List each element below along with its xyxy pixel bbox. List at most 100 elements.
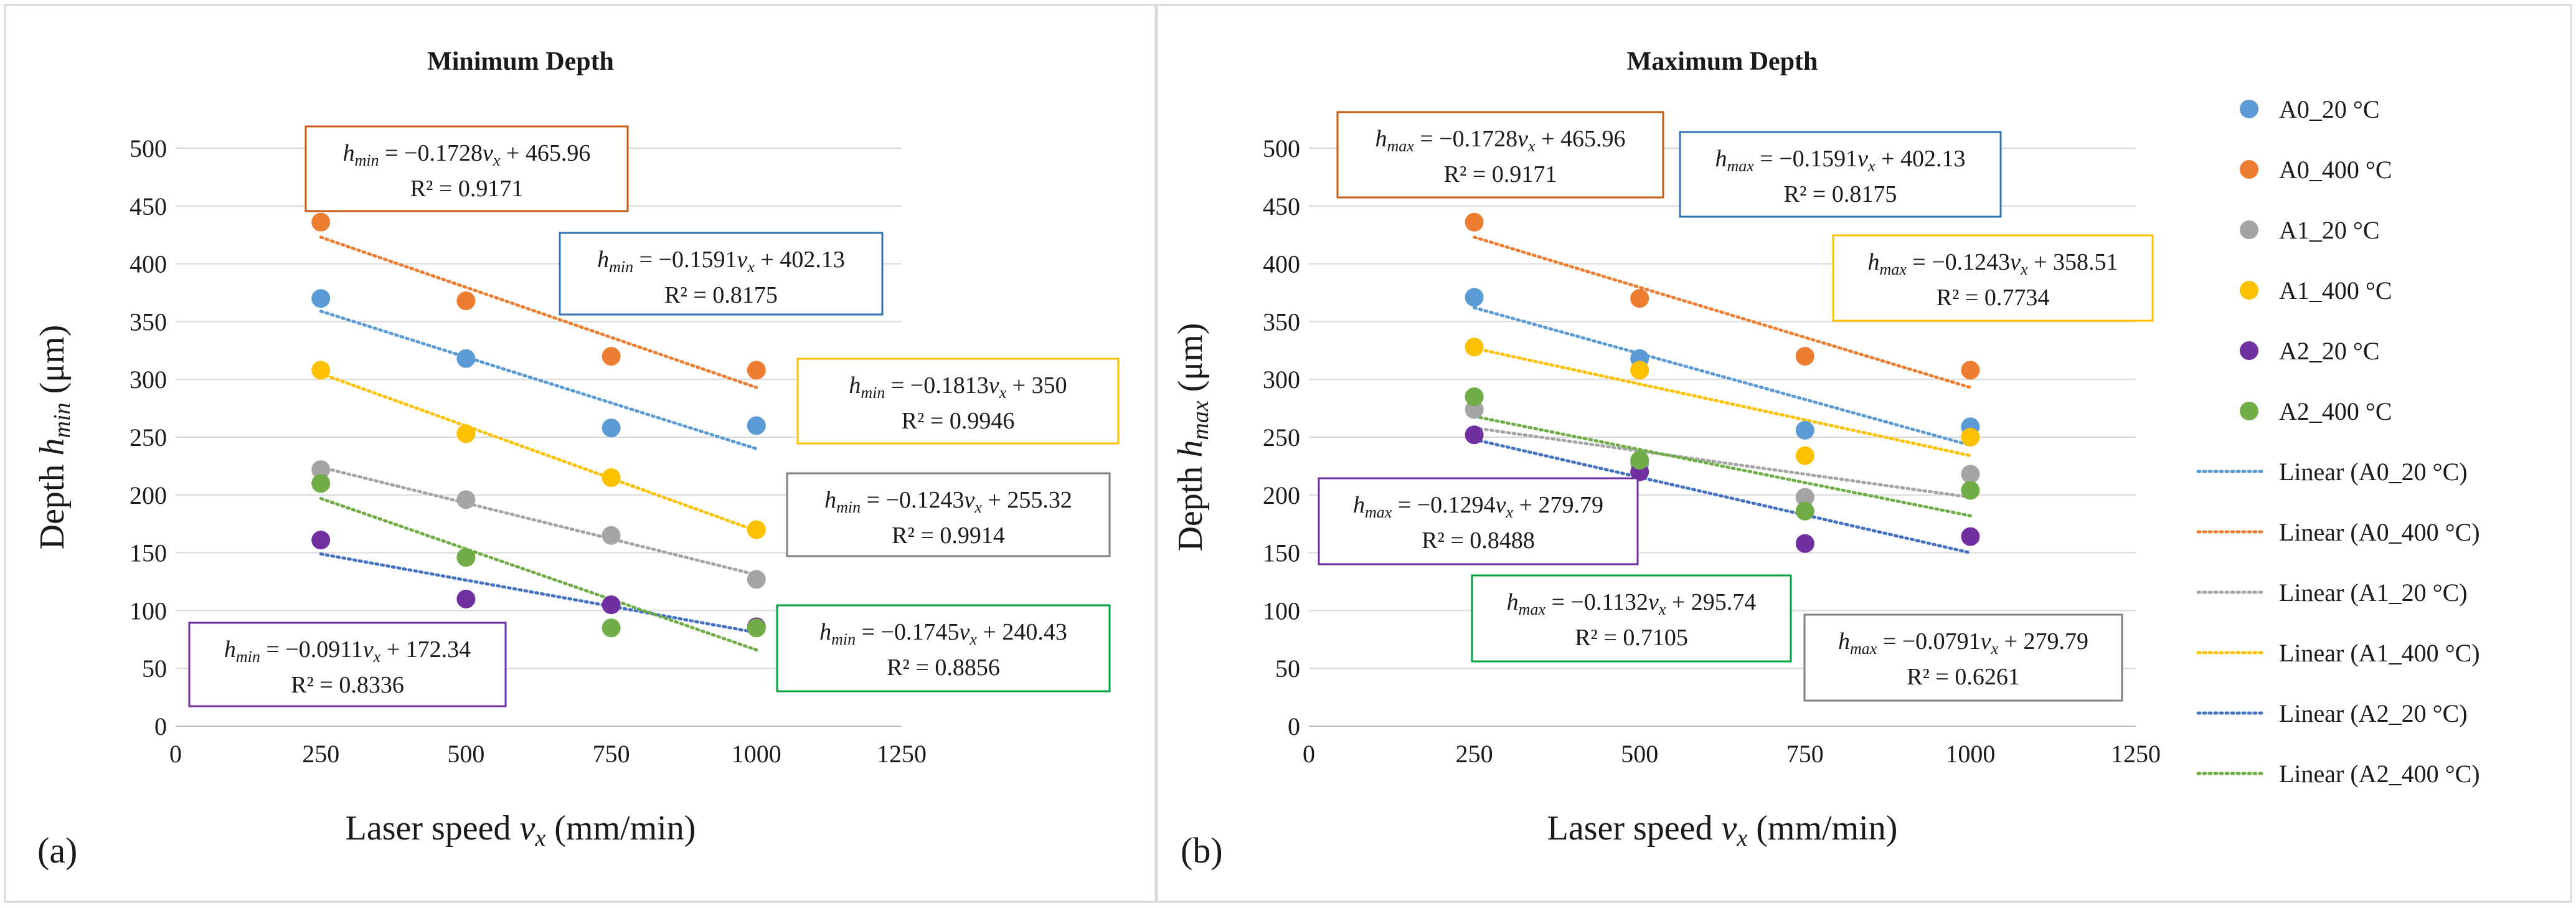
point-a2-400 xyxy=(1795,501,1814,521)
x-tick-label: 750 xyxy=(593,740,630,768)
point-a0-400 xyxy=(602,347,621,366)
y-tick-label: 100 xyxy=(130,597,167,625)
point-a2-20 xyxy=(1465,425,1484,445)
trendline-a1-400 xyxy=(1473,346,1972,458)
point-a2-400 xyxy=(311,474,331,493)
trendline-a0-20 xyxy=(1473,306,1972,447)
y-tick-label: 450 xyxy=(130,192,167,220)
panel-b-maximum-depth: 0 50 100 150 200 250 300 350 400 450 500 0 250 500 750… xyxy=(1171,47,2161,871)
point-a1-20 xyxy=(1961,465,1980,484)
point-a1-400 xyxy=(1465,338,1484,357)
equation-box-a1-400: hmax = −0.1243vx + 358.51 R² = 0.7734 xyxy=(1832,234,2154,322)
point-a0-400 xyxy=(311,212,331,232)
point-a2-400 xyxy=(602,618,621,638)
point-a0-400 xyxy=(1795,347,1814,366)
trendline-a2-400 xyxy=(319,496,758,652)
trendline-a0-20 xyxy=(319,310,758,451)
y-tick-label: 500 xyxy=(130,135,167,163)
legend-item-linear-a1-400: Linear (A1_400 °C) xyxy=(2196,639,2480,667)
legend-item-a2-20: A2_20 °C xyxy=(2240,337,2380,365)
y-tick-label: 400 xyxy=(130,250,167,278)
point-a1-400 xyxy=(456,424,476,443)
legend: A0_20 °C A0_400 °C A1_20 °C A1_400 °C A2_20 … xyxy=(2196,95,2480,788)
y-tick-label: 200 xyxy=(1263,481,1300,509)
trendline-a1-400 xyxy=(319,372,758,532)
point-a2-400 xyxy=(747,618,766,638)
legend-item-a1-400: A1_400 °C xyxy=(2240,277,2392,305)
equation-text: hmin = −0.1243vx + 255.32 xyxy=(824,487,1072,516)
y-tick-label: 50 xyxy=(142,655,167,683)
y-tick-label: 50 xyxy=(1275,655,1300,683)
point-a1-20 xyxy=(602,526,621,545)
point-a0-400 xyxy=(1961,361,1980,380)
legend-item-linear-a1-20: Linear (A1_20 °C) xyxy=(2196,579,2468,607)
legend-item-a0-400: A0_400 °C xyxy=(2240,156,2392,184)
chart-title: Minimum Depth xyxy=(427,47,614,76)
point-a1-400 xyxy=(1630,361,1649,380)
legend-label: Linear (A2_20 °C) xyxy=(2279,699,2468,727)
equation-text: hmin = −0.1745vx + 240.43 xyxy=(819,619,1067,648)
equation-box-a1-20: hmax = −0.0791vx + 279.79 R² = 0.6261 xyxy=(1803,613,2123,702)
y-tick-label: 100 xyxy=(1263,597,1300,625)
trendline-a0-400 xyxy=(1473,235,1972,389)
trendline-a1-20 xyxy=(319,465,758,577)
y-tick-label: 0 xyxy=(1288,712,1300,740)
point-a1-20 xyxy=(747,570,766,589)
legend-marker xyxy=(2240,220,2258,239)
point-a2-400 xyxy=(1465,387,1484,407)
equation-text: hmax = −0.1591vx + 402.13 xyxy=(1715,146,1965,175)
y-tick-label: 450 xyxy=(1263,192,1300,220)
equation-box-a2-20: hmax = −0.1294vx + 279.79 R² = 0.8488 xyxy=(1318,477,1639,565)
equation-box-a0-20: hmax = −0.1591vx + 402.13 R² = 0.8175 xyxy=(1679,131,2002,218)
x-tick-label: 1000 xyxy=(1945,740,1995,768)
point-a0-20 xyxy=(311,289,331,308)
trendline-a2-20 xyxy=(319,552,758,635)
x-tick-label: 500 xyxy=(1621,740,1658,768)
equation-box-a2-20: hmin = −0.0911vx + 172.34 R² = 0.8336 xyxy=(188,622,507,707)
r-squared-text: R² = 0.7734 xyxy=(1937,285,2050,311)
equation-text: hmin = −0.1728vx + 465.96 xyxy=(343,140,591,169)
legend-label: Linear (A0_400 °C) xyxy=(2279,518,2480,546)
y-tick-label: 150 xyxy=(130,539,167,567)
point-a0-20 xyxy=(747,416,766,435)
panel-a-minimum-depth: 0 50 100 150 200 250 300 350 400 450 500 0 250 500 750… xyxy=(33,47,1120,871)
legend-marker xyxy=(2240,402,2258,420)
equation-box-a0-400: hmax = −0.1728vx + 465.96 R² = 0.9171 xyxy=(1336,111,1664,199)
y-tick-label: 150 xyxy=(1263,539,1300,567)
point-a1-400 xyxy=(311,361,331,380)
y-tick-label: 400 xyxy=(1263,250,1300,278)
y-tick-label: 350 xyxy=(130,308,167,336)
r-squared-text: R² = 0.7105 xyxy=(1575,625,1688,651)
x-tick-label: 1250 xyxy=(877,740,927,768)
x-tick-label: 250 xyxy=(1456,740,1493,768)
x-tick-label: 1250 xyxy=(2111,740,2161,768)
y-tick-label: 250 xyxy=(130,423,167,452)
r-squared-text: R² = 0.8488 xyxy=(1422,527,1535,554)
x-axis-label: Laser speed vx (mm/min) xyxy=(346,809,696,851)
legend-item-linear-a0-20: Linear (A0_20 °C) xyxy=(2196,458,2468,486)
x-tick-label: 750 xyxy=(1786,740,1824,768)
legend-marker xyxy=(2240,160,2258,179)
y-tick-label: 300 xyxy=(1263,366,1300,394)
x-tick-label: 250 xyxy=(302,740,339,768)
legend-item-a1-20: A1_20 °C xyxy=(2240,216,2380,244)
legend-label: A0_20 °C xyxy=(2279,95,2380,123)
legend-item-a0-20: A0_20 °C xyxy=(2240,95,2380,123)
x-axis-label: Laser speed vx (mm/min) xyxy=(1547,809,1898,851)
legend-marker xyxy=(2240,341,2258,360)
x-tick-label: 0 xyxy=(1303,740,1315,768)
equation-box-a2-400: hmax = −0.1132vx + 295.74 R² = 0.7105 xyxy=(1471,574,1792,663)
legend-label: Linear (A2_400 °C) xyxy=(2279,760,2480,788)
point-a2-20 xyxy=(1961,527,1980,546)
y-tick-label: 300 xyxy=(130,366,167,394)
trendline-a2-20 xyxy=(1473,438,1972,555)
trendline-a0-400 xyxy=(319,235,758,389)
equation-box-a1-400: hmin = −0.1813vx + 350 R² = 0.9946 xyxy=(796,357,1120,445)
legend-label: A0_400 °C xyxy=(2279,156,2392,184)
point-a1-20 xyxy=(1795,488,1814,507)
trendline-a1-20 xyxy=(1473,426,1972,499)
legend-label: A1_400 °C xyxy=(2279,277,2392,305)
equation-text: hmin = −0.1813vx + 350 xyxy=(849,372,1067,402)
point-a0-20 xyxy=(1465,288,1484,307)
